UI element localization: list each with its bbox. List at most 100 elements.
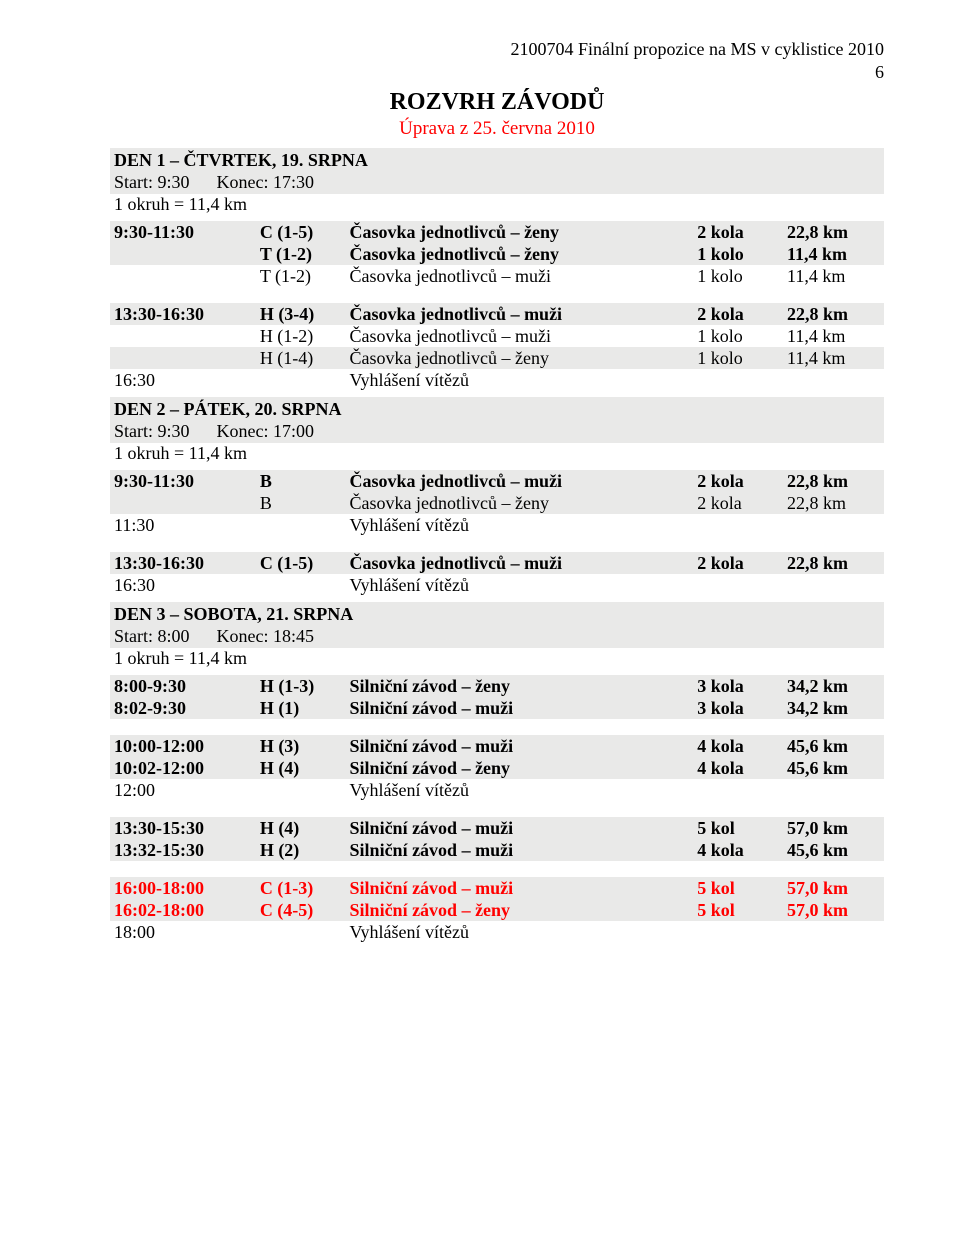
day-header: DEN 1 – ČTVRTEK, 19. SRPNAStart: 9:30 Ko… <box>110 148 884 194</box>
cell-laps: 4 kola <box>693 735 783 757</box>
table-row: H (1-2)Časovka jednotlivců – muži1 kolo1… <box>110 325 884 347</box>
cell-code: H (4) <box>256 817 346 839</box>
cell-laps <box>693 779 783 801</box>
cell-dist <box>783 514 884 536</box>
cell-event: Vyhlášení vítězů <box>346 514 694 536</box>
table-row: 18:00 Vyhlášení vítězů <box>110 921 884 943</box>
day-block: DEN 2 – PÁTEK, 20. SRPNAStart: 9:30 Kone… <box>110 397 884 596</box>
day-block: DEN 3 – SOBOTA, 21. SRPNAStart: 8:00 Kon… <box>110 602 884 943</box>
cell-event: Časovka jednotlivců – muži <box>346 470 694 492</box>
cell-laps: 2 kola <box>693 221 783 243</box>
cell-dist: 22,8 km <box>783 221 884 243</box>
cell-dist: 57,0 km <box>783 877 884 899</box>
cell-dist <box>783 779 884 801</box>
cell-laps <box>693 921 783 943</box>
cell-time: 9:30-11:30 <box>110 470 256 492</box>
cell-laps: 1 kolo <box>693 347 783 369</box>
cell-time: 16:02-18:00 <box>110 899 256 921</box>
cell-time: 16:30 <box>110 574 256 596</box>
cell-code <box>256 514 346 536</box>
table-row: 13:30-16:30C (1-5)Časovka jednotlivců – … <box>110 552 884 574</box>
table-row: 12:00 Vyhlášení vítězů <box>110 779 884 801</box>
okruh-line: 1 okruh = 11,4 km <box>114 648 884 669</box>
cell-code: H (1-2) <box>256 325 346 347</box>
day-title: DEN 2 – PÁTEK, 20. SRPNA <box>114 398 880 420</box>
cell-laps <box>693 514 783 536</box>
cell-laps <box>693 574 783 596</box>
cell-laps: 2 kola <box>693 303 783 325</box>
table-row: 13:32-15:30H (2)Silniční závod – muži4 k… <box>110 839 884 861</box>
day-title: DEN 3 – SOBOTA, 21. SRPNA <box>114 603 880 625</box>
cell-time: 8:02-9:30 <box>110 697 256 719</box>
table-row: 10:00-12:00H (3)Silniční závod – muži4 k… <box>110 735 884 757</box>
cell-time: 12:00 <box>110 779 256 801</box>
table-row: 16:02-18:00C (4-5)Silniční závod – ženy5… <box>110 899 884 921</box>
day-header: DEN 3 – SOBOTA, 21. SRPNAStart: 8:00 Kon… <box>110 602 884 648</box>
cell-code <box>256 779 346 801</box>
schedule-table: 16:00-18:00C (1-3)Silniční závod – muži5… <box>110 877 884 943</box>
cell-laps: 2 kola <box>693 470 783 492</box>
okruh-line: 1 okruh = 11,4 km <box>114 194 884 215</box>
page-subtitle: Úprava z 25. června 2010 <box>110 118 884 140</box>
cell-code <box>256 921 346 943</box>
cell-event: Časovka jednotlivců – muži <box>346 552 694 574</box>
cell-code: T (1-2) <box>256 265 346 287</box>
cell-code: H (3) <box>256 735 346 757</box>
table-row: T (1-2)Časovka jednotlivců – ženy1 kolo1… <box>110 243 884 265</box>
table-row: 9:30-11:30C (1-5)Časovka jednotlivců – ž… <box>110 221 884 243</box>
schedule-table: 13:30-16:30C (1-5)Časovka jednotlivců – … <box>110 552 884 596</box>
cell-laps: 5 kol <box>693 899 783 921</box>
cell-event: Vyhlášení vítězů <box>346 921 694 943</box>
cell-laps: 3 kola <box>693 697 783 719</box>
cell-event: Vyhlášení vítězů <box>346 779 694 801</box>
table-row: 13:30-16:30H (3-4)Časovka jednotlivců – … <box>110 303 884 325</box>
cell-event: Silniční závod – ženy <box>346 899 694 921</box>
page-number: 6 <box>110 62 884 83</box>
cell-time: 8:00-9:30 <box>110 675 256 697</box>
cell-laps: 1 kolo <box>693 243 783 265</box>
cell-event: Časovka jednotlivců – ženy <box>346 492 694 514</box>
cell-dist: 22,8 km <box>783 492 884 514</box>
cell-time: 18:00 <box>110 921 256 943</box>
table-row: H (1-4)Časovka jednotlivců – ženy1 kolo1… <box>110 347 884 369</box>
cell-code <box>256 574 346 596</box>
cell-dist: 22,8 km <box>783 552 884 574</box>
cell-laps: 1 kolo <box>693 325 783 347</box>
cell-dist: 22,8 km <box>783 470 884 492</box>
table-row: 10:02-12:00H (4)Silniční závod – ženy4 k… <box>110 757 884 779</box>
schedule-table: 13:30-16:30H (3-4)Časovka jednotlivců – … <box>110 303 884 391</box>
schedule-table: 9:30-11:30C (1-5)Časovka jednotlivců – ž… <box>110 221 884 287</box>
day-start-end: Start: 9:30 Konec: 17:30 <box>114 171 880 193</box>
cell-dist: 11,4 km <box>783 325 884 347</box>
cell-time <box>110 492 256 514</box>
table-row: 16:00-18:00C (1-3)Silniční závod – muži5… <box>110 877 884 899</box>
cell-event: Časovka jednotlivců – ženy <box>346 243 694 265</box>
cell-laps: 1 kolo <box>693 265 783 287</box>
cell-time: 13:30-16:30 <box>110 303 256 325</box>
cell-time: 13:30-15:30 <box>110 817 256 839</box>
cell-time: 13:30-16:30 <box>110 552 256 574</box>
schedule-table: 9:30-11:30BČasovka jednotlivců – muži2 k… <box>110 470 884 536</box>
cell-event: Časovka jednotlivců – ženy <box>346 347 694 369</box>
schedule-table: 8:00-9:30H (1-3)Silniční závod – ženy3 k… <box>110 675 884 719</box>
table-row: 8:00-9:30H (1-3)Silniční závod – ženy3 k… <box>110 675 884 697</box>
table-row: 13:30-15:30H (4)Silniční závod – muži5 k… <box>110 817 884 839</box>
cell-event: Silniční závod – ženy <box>346 675 694 697</box>
cell-dist: 22,8 km <box>783 303 884 325</box>
table-row: 9:30-11:30BČasovka jednotlivců – muži2 k… <box>110 470 884 492</box>
table-row: 8:02-9:30H (1)Silniční závod – muži3 kol… <box>110 697 884 719</box>
cell-code: T (1-2) <box>256 243 346 265</box>
cell-event: Silniční závod – ženy <box>346 757 694 779</box>
cell-time: 13:32-15:30 <box>110 839 256 861</box>
spacer <box>110 536 884 552</box>
table-row: 16:30Vyhlášení vítězů <box>110 369 884 391</box>
cell-time: 9:30-11:30 <box>110 221 256 243</box>
cell-event: Silniční závod – muži <box>346 735 694 757</box>
cell-time: 16:00-18:00 <box>110 877 256 899</box>
cell-event: Vyhlášení vítězů <box>346 369 694 391</box>
cell-time <box>110 243 256 265</box>
cell-laps: 3 kola <box>693 675 783 697</box>
cell-event: Silniční závod – muži <box>346 697 694 719</box>
table-row: T (1-2)Časovka jednotlivců – muži1 kolo1… <box>110 265 884 287</box>
cell-event: Časovka jednotlivců – muži <box>346 265 694 287</box>
